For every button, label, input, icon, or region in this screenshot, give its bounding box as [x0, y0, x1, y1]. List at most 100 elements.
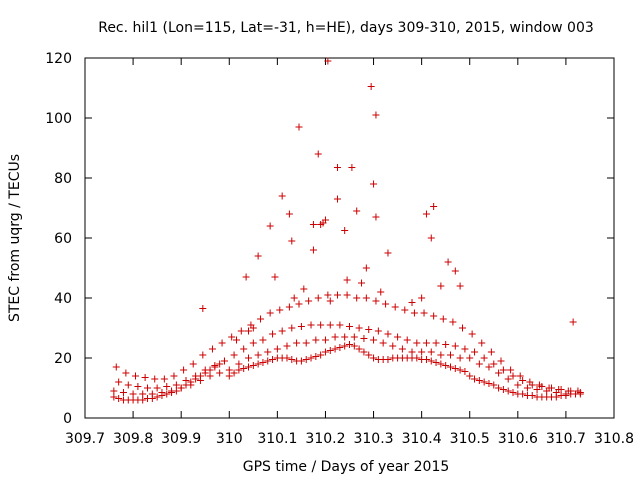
data-point: [216, 360, 224, 368]
data-point: [466, 372, 474, 380]
data-point: [509, 372, 517, 380]
data-point: [466, 354, 474, 362]
data-point: [377, 288, 385, 296]
data-point: [187, 381, 195, 389]
data-point: [314, 294, 322, 302]
data-point: [199, 305, 207, 312]
data-point: [370, 180, 378, 188]
data-point: [271, 273, 279, 281]
data-point: [333, 195, 341, 203]
data-point: [456, 282, 464, 290]
data-point: [201, 366, 209, 374]
data-point: [507, 366, 515, 374]
data-point: [528, 392, 536, 399]
data-point: [365, 351, 373, 359]
data-point: [432, 339, 440, 347]
data-point: [379, 339, 387, 347]
data-point: [312, 353, 320, 360]
data-point: [451, 365, 459, 372]
data-point: [333, 164, 341, 171]
data-point: [475, 377, 483, 384]
data-point: [326, 297, 334, 305]
data-point: [153, 384, 161, 392]
data-point: [398, 345, 406, 353]
x-tick-label: 309.8: [113, 431, 153, 447]
data-point: [288, 324, 296, 332]
data-point: [285, 210, 293, 218]
data-point: [394, 333, 402, 341]
data-point: [264, 348, 272, 356]
data-point: [321, 348, 329, 356]
data-point: [321, 336, 329, 344]
data-point: [533, 386, 541, 393]
y-axis-label: STEC from uqrg / TECUs: [7, 154, 23, 322]
data-point: [273, 345, 281, 353]
data-point: [115, 395, 123, 402]
data-point: [459, 324, 467, 332]
data-point: [230, 369, 238, 377]
data-point: [569, 318, 577, 326]
data-point: [346, 341, 353, 348]
plot-border: [84, 57, 615, 419]
data-point: [353, 294, 361, 302]
data-point: [163, 383, 171, 390]
data-point: [504, 387, 512, 395]
data-point: [254, 252, 262, 260]
y-tick-label: 60: [54, 231, 72, 247]
data-point: [437, 351, 445, 359]
data-point: [129, 390, 137, 398]
data-point: [427, 357, 435, 365]
data-point: [413, 354, 421, 362]
data-point: [285, 303, 293, 311]
data-point: [249, 339, 257, 347]
data-point: [208, 345, 216, 353]
data-point: [446, 351, 454, 359]
data-point: [134, 383, 142, 390]
data-point: [418, 348, 426, 356]
data-point: [370, 336, 378, 344]
data-point: [158, 389, 166, 396]
data-point: [119, 389, 127, 396]
data-point: [422, 339, 430, 347]
data-point: [307, 354, 315, 362]
data-point: [216, 369, 224, 377]
data-point: [514, 381, 522, 389]
data-point: [451, 267, 459, 275]
data-point: [276, 306, 284, 314]
data-point: [346, 323, 353, 330]
data-point: [122, 369, 130, 377]
data-points: [110, 57, 584, 404]
data-point: [564, 387, 572, 395]
data-point: [362, 264, 370, 272]
y-tick-label: 20: [54, 351, 72, 367]
data-point: [372, 297, 380, 305]
data-point: [189, 360, 197, 368]
data-point: [461, 368, 469, 375]
data-point: [401, 306, 409, 314]
data-point: [545, 384, 553, 392]
data-point: [293, 339, 301, 347]
data-point: [324, 291, 332, 299]
data-point: [403, 336, 411, 344]
data-point: [317, 321, 325, 329]
data-point: [430, 312, 438, 320]
x-tick-label: 310.4: [402, 431, 442, 447]
data-point: [283, 342, 291, 350]
data-point: [228, 333, 236, 341]
data-point: [490, 360, 498, 368]
data-point: [163, 390, 171, 398]
data-point: [278, 327, 286, 335]
data-point: [230, 351, 238, 359]
data-point: [427, 348, 435, 356]
axis-ticks: [84, 57, 615, 419]
x-tick-label: 310.7: [546, 431, 586, 447]
axis-tick-labels: 309.7 309.8 309.9 310 310.1 310.2 310.3 310.4 31…: [45, 51, 634, 447]
data-point: [141, 374, 149, 381]
data-point: [442, 341, 450, 348]
data-point: [499, 386, 507, 393]
data-point: [153, 393, 161, 401]
x-tick-label: 310.5: [450, 431, 490, 447]
data-point: [485, 380, 493, 387]
data-point: [124, 381, 132, 389]
data-point: [370, 354, 378, 362]
